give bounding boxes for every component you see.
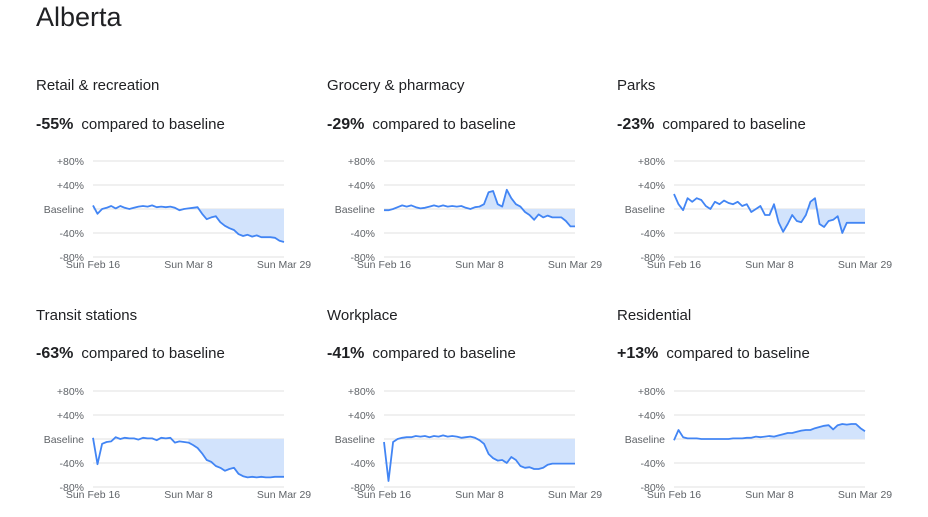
x-tick-label: Sun Mar 29 bbox=[548, 489, 602, 501]
summary-text: compared to baseline bbox=[81, 116, 225, 133]
series-line bbox=[92, 436, 284, 479]
panel-transit: Transit stations -63% compared to baselin… bbox=[36, 307, 326, 517]
chart-residential: +80% +40% Baseline -40% -80%Sun Feb 16 Sun Ma… bbox=[625, 386, 893, 501]
y-tick-label: Baseline bbox=[44, 434, 84, 446]
y-tick-label: Baseline bbox=[625, 434, 665, 446]
y-tick-label: +80% bbox=[57, 156, 84, 168]
y-tick-label: +80% bbox=[638, 386, 665, 398]
x-tick-label: Sun Feb 16 bbox=[647, 259, 701, 271]
summary-percent: -55% bbox=[36, 116, 74, 133]
y-tick-label: -40% bbox=[59, 228, 84, 240]
summary: -55% compared to baseline bbox=[36, 116, 225, 134]
y-tick-label: -80% bbox=[350, 252, 375, 264]
change-area bbox=[769, 424, 865, 439]
summary: -41% compared to baseline bbox=[327, 345, 516, 363]
chart-transit: +80% +40% Baseline -40% -80%Sun Feb 16 Sun Ma… bbox=[44, 386, 312, 501]
panel-parks: Parks -23% compared to baseline +80% +40% B… bbox=[617, 77, 907, 287]
summary-percent: -23% bbox=[617, 116, 655, 133]
panel-title: Residential bbox=[617, 307, 692, 324]
panel-retail: Retail & recreation -55% compared to base… bbox=[36, 77, 326, 287]
series-line bbox=[384, 188, 575, 228]
change-area bbox=[188, 207, 284, 242]
summary: -29% compared to baseline bbox=[327, 116, 516, 134]
y-tick-label: +80% bbox=[348, 156, 375, 168]
change-area bbox=[479, 439, 575, 469]
summary-percent: -29% bbox=[327, 116, 365, 133]
summary-text: compared to baseline bbox=[666, 345, 810, 362]
summary-percent: +13% bbox=[617, 345, 659, 362]
x-tick-label: Sun Feb 16 bbox=[66, 259, 120, 271]
y-tick-label: -40% bbox=[350, 228, 375, 240]
panel-residential: Residential +13% compared to baseline +80… bbox=[617, 307, 907, 517]
y-tick-label: +40% bbox=[638, 410, 665, 422]
y-tick-label: +80% bbox=[348, 386, 375, 398]
x-tick-label: Sun Feb 16 bbox=[66, 489, 120, 501]
y-tick-label: +40% bbox=[57, 180, 84, 192]
x-tick-label: Sun Mar 8 bbox=[164, 259, 213, 271]
y-tick-label: Baseline bbox=[44, 204, 84, 216]
panel-title: Parks bbox=[617, 77, 656, 94]
panel-workplace: Workplace -41% compared to baseline +80% +… bbox=[327, 307, 617, 517]
summary-text: compared to baseline bbox=[372, 345, 516, 362]
x-tick-label: Sun Mar 8 bbox=[455, 489, 504, 501]
x-tick-label: Sun Mar 29 bbox=[548, 259, 602, 271]
summary-text: compared to baseline bbox=[662, 116, 806, 133]
summary: +13% compared to baseline bbox=[617, 345, 810, 363]
x-tick-label: Sun Feb 16 bbox=[357, 489, 411, 501]
summary-percent: -63% bbox=[36, 345, 74, 362]
change-area bbox=[188, 439, 284, 478]
y-tick-label: -80% bbox=[640, 482, 665, 494]
chart-grocery: +80% +40% Baseline -40% -80%Sun Feb 16 Sun Ma… bbox=[335, 156, 603, 271]
x-tick-label: Sun Mar 8 bbox=[745, 259, 794, 271]
panel-title: Retail & recreation bbox=[36, 77, 160, 94]
y-tick-label: +80% bbox=[57, 386, 84, 398]
chart-parks: +80% +40% Baseline -40% -80%Sun Feb 16 Sun Ma… bbox=[625, 156, 893, 271]
chart-workplace: +80% +40% Baseline -40% -80%Sun Feb 16 Sun Ma… bbox=[335, 386, 603, 501]
y-tick-label: -40% bbox=[640, 458, 665, 470]
y-tick-label: -80% bbox=[59, 482, 84, 494]
summary: -23% compared to baseline bbox=[617, 116, 806, 134]
panel-title: Transit stations bbox=[36, 307, 138, 324]
summary: -63% compared to baseline bbox=[36, 345, 225, 363]
summary-percent: -41% bbox=[327, 345, 365, 362]
y-tick-label: -80% bbox=[59, 252, 84, 264]
x-tick-label: Sun Mar 29 bbox=[838, 259, 892, 271]
y-tick-label: +40% bbox=[57, 410, 84, 422]
series-line bbox=[673, 423, 866, 441]
y-tick-label: -40% bbox=[59, 458, 84, 470]
y-tick-label: +80% bbox=[638, 156, 665, 168]
x-tick-label: Sun Feb 16 bbox=[647, 489, 701, 501]
panel-title: Workplace bbox=[327, 307, 398, 324]
y-tick-label: -40% bbox=[640, 228, 665, 240]
x-tick-label: Sun Mar 29 bbox=[838, 489, 892, 501]
panel-grocery: Grocery & pharmacy -29% compared to basel… bbox=[327, 77, 617, 287]
y-tick-label: +40% bbox=[638, 180, 665, 192]
y-tick-label: Baseline bbox=[335, 434, 375, 446]
x-tick-label: Sun Mar 29 bbox=[257, 259, 311, 271]
x-tick-label: Sun Feb 16 bbox=[357, 259, 411, 271]
y-tick-label: -40% bbox=[350, 458, 375, 470]
series-line bbox=[92, 204, 285, 243]
y-tick-label: Baseline bbox=[625, 204, 665, 216]
x-tick-label: Sun Mar 29 bbox=[257, 489, 311, 501]
chart-retail: +80% +40% Baseline -40% -80%Sun Feb 16 Sun Ma… bbox=[44, 156, 312, 271]
y-tick-label: +40% bbox=[348, 410, 375, 422]
y-tick-label: -80% bbox=[350, 482, 375, 494]
x-tick-label: Sun Mar 8 bbox=[164, 489, 213, 501]
page-title: Alberta bbox=[36, 2, 122, 32]
panel-title: Grocery & pharmacy bbox=[327, 77, 465, 94]
summary-text: compared to baseline bbox=[372, 116, 516, 133]
y-tick-label: +40% bbox=[348, 180, 375, 192]
change-area bbox=[769, 198, 865, 233]
y-tick-label: Baseline bbox=[335, 204, 375, 216]
summary-text: compared to baseline bbox=[81, 345, 225, 362]
y-tick-label: -80% bbox=[640, 252, 665, 264]
series-line bbox=[383, 434, 575, 482]
series-line bbox=[673, 193, 865, 234]
x-tick-label: Sun Mar 8 bbox=[455, 259, 504, 271]
x-tick-label: Sun Mar 8 bbox=[745, 489, 794, 501]
